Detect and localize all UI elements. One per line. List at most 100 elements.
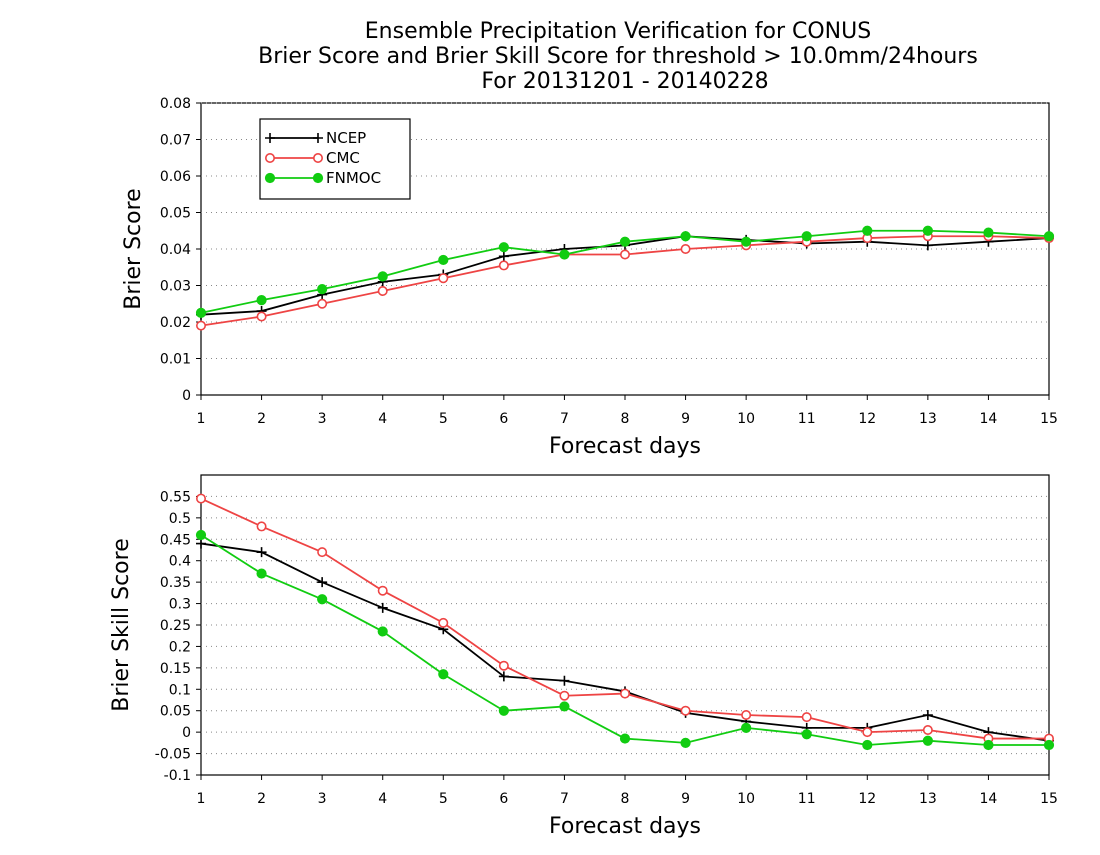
legend-marker xyxy=(265,133,275,143)
data-point-ncep xyxy=(922,710,933,720)
legend-marker xyxy=(313,133,323,143)
y-tick-label: 0.02 xyxy=(160,315,191,331)
x-tick-label: 11 xyxy=(798,411,816,427)
x-tick-label: 3 xyxy=(318,791,327,807)
legend-label: FNMOC xyxy=(326,169,381,187)
y-tick-label: -0.1 xyxy=(164,768,191,784)
data-point-ncep xyxy=(256,547,267,558)
x-tick-label: 13 xyxy=(919,791,937,807)
y-tick-label: 0.45 xyxy=(160,532,191,548)
data-point-fnmoc xyxy=(741,722,752,733)
data-point-cmc xyxy=(196,493,207,504)
brier-score-chart: 00.010.020.030.040.050.060.070.081 2 3 4 5 6 7… xyxy=(121,96,1058,459)
data-point-cmc xyxy=(680,244,691,255)
data-point-fnmoc xyxy=(801,729,812,740)
plot-area xyxy=(200,474,1050,776)
data-point-cmc xyxy=(196,320,207,331)
data-point-cmc xyxy=(256,521,267,532)
legend-entry-cmc: CMC xyxy=(264,149,360,167)
x-axis-title: Forecast days xyxy=(549,814,701,839)
y-tick-label: 0.5 xyxy=(169,511,191,527)
data-point-ncep xyxy=(196,538,206,549)
x-axis-title: Forecast days xyxy=(549,434,701,459)
data-point-fnmoc xyxy=(195,529,207,541)
series-fnmoc xyxy=(195,225,1055,318)
x-tick-label: 11 xyxy=(798,791,816,807)
y-tick-label: 0.55 xyxy=(160,489,191,505)
data-point-fnmoc xyxy=(317,594,328,605)
series-cmc xyxy=(196,493,1055,744)
data-point-ncep xyxy=(498,671,509,682)
x-tick-label: 15 xyxy=(1040,791,1058,807)
x-tick-label: 2 xyxy=(257,791,266,807)
x-tick-label: 9 xyxy=(681,791,690,807)
data-point-fnmoc xyxy=(922,735,933,746)
data-point-cmc xyxy=(498,260,509,271)
x-tick-label: 1 xyxy=(197,411,206,427)
series-fnmoc xyxy=(195,529,1055,751)
y-tick-label: 0.35 xyxy=(160,575,191,591)
x-tick-label: 15 xyxy=(1040,411,1058,427)
y-tick-label: 0.15 xyxy=(160,661,191,677)
data-point-ncep xyxy=(498,251,509,262)
y-tick-label: 0 xyxy=(182,388,191,404)
y-tick-label: 0.04 xyxy=(160,242,191,258)
data-point-fnmoc xyxy=(983,739,994,751)
x-tick-label: 8 xyxy=(621,411,630,427)
x-tick-label: 12 xyxy=(858,411,876,427)
x-tick-label: 10 xyxy=(737,791,755,807)
legend-marker xyxy=(312,153,323,164)
legend: NCEP CMC FNMOC xyxy=(259,118,411,200)
data-point-cmc xyxy=(377,585,388,596)
data-point-cmc xyxy=(256,311,267,322)
y-axis-title: Brier Skill Score xyxy=(109,538,134,711)
x-tick-label: 1 xyxy=(197,791,206,807)
data-point-fnmoc xyxy=(801,231,812,242)
data-point-ncep xyxy=(559,675,570,686)
x-tick-label: 4 xyxy=(378,791,387,807)
x-tick-label: 10 xyxy=(737,411,755,427)
data-point-fnmoc xyxy=(983,227,994,238)
data-point-fnmoc xyxy=(438,669,449,680)
legend-label: CMC xyxy=(326,149,360,167)
y-tick-label: 0.4 xyxy=(169,554,191,570)
y-tick-label: 0.01 xyxy=(160,352,191,368)
data-point-fnmoc xyxy=(1043,739,1055,751)
data-point-cmc xyxy=(317,298,328,309)
y-tick-label: 0.3 xyxy=(169,597,191,613)
y-tick-label: 0.1 xyxy=(169,682,191,698)
x-tick-label: 7 xyxy=(560,791,569,807)
data-point-fnmoc xyxy=(317,284,328,295)
x-tick-label: 14 xyxy=(980,411,998,427)
legend-marker xyxy=(264,153,275,164)
data-point-fnmoc xyxy=(498,705,509,716)
data-point-cmc xyxy=(619,688,630,699)
legend-box xyxy=(259,118,411,200)
data-point-fnmoc xyxy=(862,739,873,751)
data-point-fnmoc xyxy=(1043,231,1055,242)
data-point-ncep xyxy=(377,602,388,613)
y-tick-label: 0.06 xyxy=(160,169,191,185)
x-tick-label: 4 xyxy=(378,411,387,427)
data-point-fnmoc xyxy=(559,701,570,712)
data-point-cmc xyxy=(498,660,509,671)
legend-marker xyxy=(312,172,324,184)
data-point-fnmoc xyxy=(741,236,752,247)
data-point-fnmoc xyxy=(922,225,933,236)
data-point-fnmoc xyxy=(862,225,873,236)
y-tick-label: 0.05 xyxy=(160,206,191,222)
data-point-ncep xyxy=(922,240,933,251)
x-tick-label: 8 xyxy=(621,791,630,807)
data-point-fnmoc xyxy=(680,231,691,242)
title-line-3: For 20131201 - 20140228 xyxy=(481,69,768,94)
x-tick-label: 7 xyxy=(560,411,569,427)
data-point-fnmoc xyxy=(438,254,449,266)
x-tick-label: 5 xyxy=(439,791,448,807)
y-tick-label: 0 xyxy=(182,725,191,741)
x-tick-label: 13 xyxy=(919,411,937,427)
data-point-fnmoc xyxy=(559,249,570,260)
x-tick-label: 6 xyxy=(499,791,508,807)
data-point-fnmoc xyxy=(619,733,631,744)
data-point-cmc xyxy=(438,617,449,628)
